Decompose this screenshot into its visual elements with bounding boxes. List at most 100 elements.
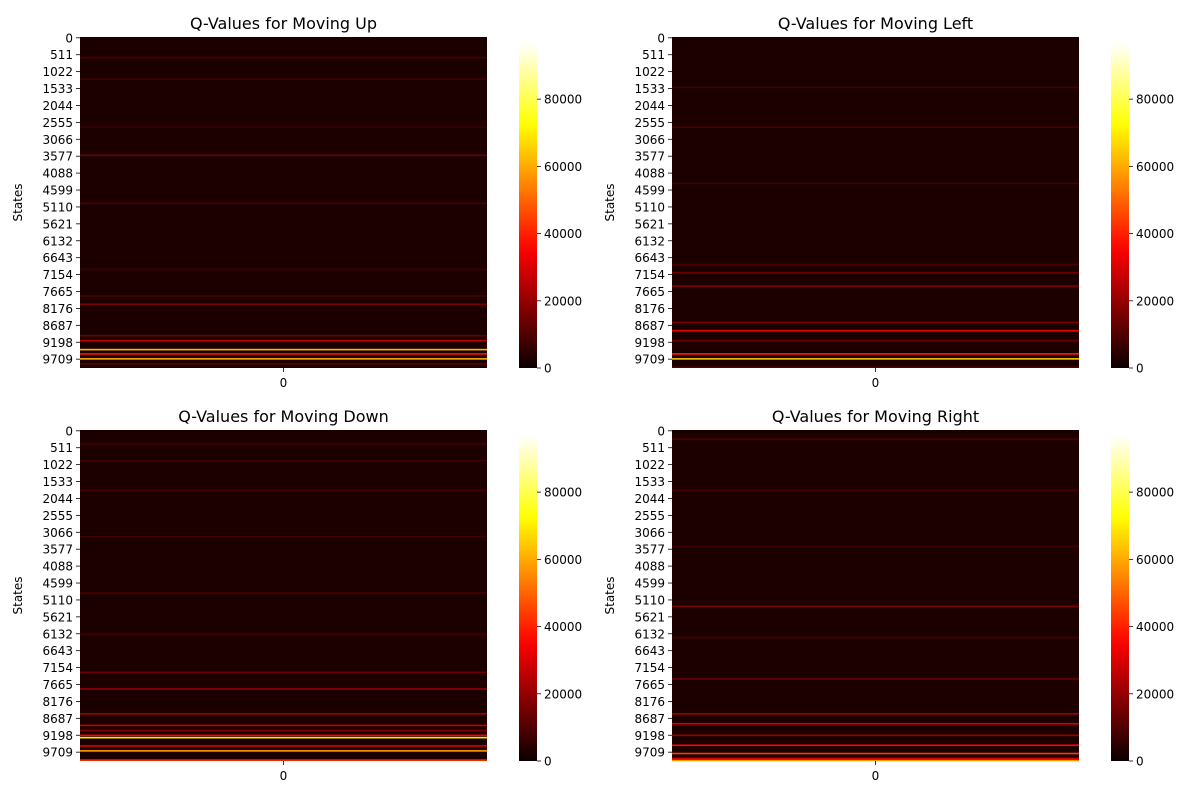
y-tick-label: 3066 xyxy=(634,526,665,540)
heatmap-cell-row xyxy=(672,757,1079,760)
heatmap-texture-row xyxy=(80,533,487,535)
heatmap-cell-row xyxy=(672,605,1079,608)
heatmap-texture-row xyxy=(672,593,1079,595)
heatmap-texture-row xyxy=(672,567,1079,569)
heatmap-texture-row xyxy=(80,131,487,133)
heatmap-texture-row xyxy=(80,670,487,672)
heatmap-texture-row xyxy=(80,286,487,288)
heatmap-texture-row xyxy=(80,619,487,621)
heatmap-texture-row xyxy=(672,576,1079,578)
heatmap-cell-row xyxy=(672,321,1079,324)
heatmap-texture-row xyxy=(80,62,487,64)
heatmap-texture-row xyxy=(672,464,1079,466)
heatmap-texture-row xyxy=(80,757,487,759)
y-tick-label: 9198 xyxy=(634,336,665,350)
heatmap-texture-row xyxy=(672,320,1079,322)
heatmap-texture-row xyxy=(80,541,487,543)
heatmap-cell-row xyxy=(80,268,487,271)
y-tick-label: 0 xyxy=(65,31,73,45)
y-tick-label: 5110 xyxy=(634,200,665,214)
colorbar xyxy=(1111,42,1129,368)
heatmap-cell-row xyxy=(80,745,487,747)
heatmap-texture-row xyxy=(80,636,487,638)
y-tick-label: 0 xyxy=(657,31,665,45)
heatmap-texture-row xyxy=(672,688,1079,690)
heatmap-texture-row xyxy=(80,696,487,698)
y-tick-label: 7154 xyxy=(634,661,665,675)
heatmap-texture-row xyxy=(80,71,487,73)
heatmap-texture-row xyxy=(80,355,487,357)
heatmap-texture-row xyxy=(80,80,487,82)
heatmap-texture-row xyxy=(672,645,1079,647)
heatmap-texture-row xyxy=(80,277,487,279)
colorbar xyxy=(1111,435,1129,761)
heatmap-texture-row xyxy=(672,123,1079,125)
heatmap-cell-row xyxy=(80,358,487,360)
heatmap-texture-row xyxy=(672,260,1079,262)
colorbar-tick-label: 20000 xyxy=(544,294,582,308)
heatmap-texture-row xyxy=(80,174,487,176)
heatmap-texture-row xyxy=(672,364,1079,366)
heatmap-cell-row xyxy=(80,339,487,342)
y-tick-label: 511 xyxy=(642,441,665,455)
heatmap-texture-row xyxy=(80,243,487,245)
y-tick-label: 2044 xyxy=(42,99,73,113)
heatmap-background xyxy=(80,430,487,761)
heatmap-texture-row xyxy=(80,97,487,99)
y-tick-label: 5621 xyxy=(634,610,665,624)
heatmap-cell-row xyxy=(672,438,1079,440)
y-tick-label: 5110 xyxy=(42,200,73,214)
y-tick-label: 8176 xyxy=(42,302,73,316)
y-tick-label: 1022 xyxy=(42,458,73,472)
heatmap-texture-row xyxy=(80,610,487,612)
heatmap-texture-row xyxy=(672,653,1079,655)
heatmap-texture-row xyxy=(80,123,487,125)
y-tick-label: 3577 xyxy=(42,150,73,164)
heatmap-cell-row xyxy=(80,736,487,739)
heatmap-texture-row xyxy=(80,234,487,236)
chart-title: Q-Values for Moving Down xyxy=(178,407,389,426)
heatmap-texture-row xyxy=(672,355,1079,357)
y-tick-label: 1533 xyxy=(42,475,73,489)
y-tick-label: 2044 xyxy=(634,99,665,113)
heatmap-texture-row xyxy=(672,243,1079,245)
y-tick-label: 7665 xyxy=(42,285,73,299)
heatmap-texture-row xyxy=(672,524,1079,526)
heatmap-cell-row xyxy=(80,713,487,715)
x-tick-label: 0 xyxy=(872,376,880,390)
y-tick-label: 4088 xyxy=(42,560,73,574)
heatmap-texture-row xyxy=(672,430,1079,431)
heatmap-texture-row xyxy=(80,645,487,647)
heatmap-texture-row xyxy=(672,559,1079,561)
heatmap-texture-row xyxy=(80,584,487,586)
heatmap-texture-row xyxy=(672,670,1079,672)
heatmap-texture-row xyxy=(80,88,487,90)
heatmap-texture-row xyxy=(80,473,487,475)
y-tick-label: 2555 xyxy=(634,116,665,130)
heatmap-panel-3: Q-Values for Moving Down States 0 511 1022 15… xyxy=(11,407,582,783)
heatmap-cell-row xyxy=(80,126,487,128)
heatmap-cell-row xyxy=(80,459,487,462)
heatmap-cell-row xyxy=(672,366,1079,368)
heatmap-texture-row xyxy=(672,679,1079,681)
colorbar-tick-label: 60000 xyxy=(544,553,582,567)
x-tick-label: 0 xyxy=(872,769,880,783)
colorbar-tick-label: 0 xyxy=(1136,755,1144,769)
heatmap-texture-row xyxy=(672,295,1079,297)
heatmap-texture-row xyxy=(80,148,487,150)
heatmap-cell-row xyxy=(672,545,1079,548)
y-tick-label: 6643 xyxy=(634,251,665,265)
colorbar-tick-label: 80000 xyxy=(544,93,582,107)
y-tick-label: 3577 xyxy=(634,150,665,164)
heatmap-texture-row xyxy=(672,748,1079,750)
heatmap-texture-row xyxy=(672,286,1079,288)
heatmap-texture-row xyxy=(80,140,487,142)
heatmap-texture-row xyxy=(80,748,487,750)
y-tick-label: 9198 xyxy=(634,729,665,743)
y-tick-label: 9198 xyxy=(42,336,73,350)
heatmap-texture-row xyxy=(80,593,487,595)
heatmap-texture-row xyxy=(80,37,487,38)
heatmap-texture-row xyxy=(672,541,1079,543)
heatmap-cell-row xyxy=(80,154,487,157)
